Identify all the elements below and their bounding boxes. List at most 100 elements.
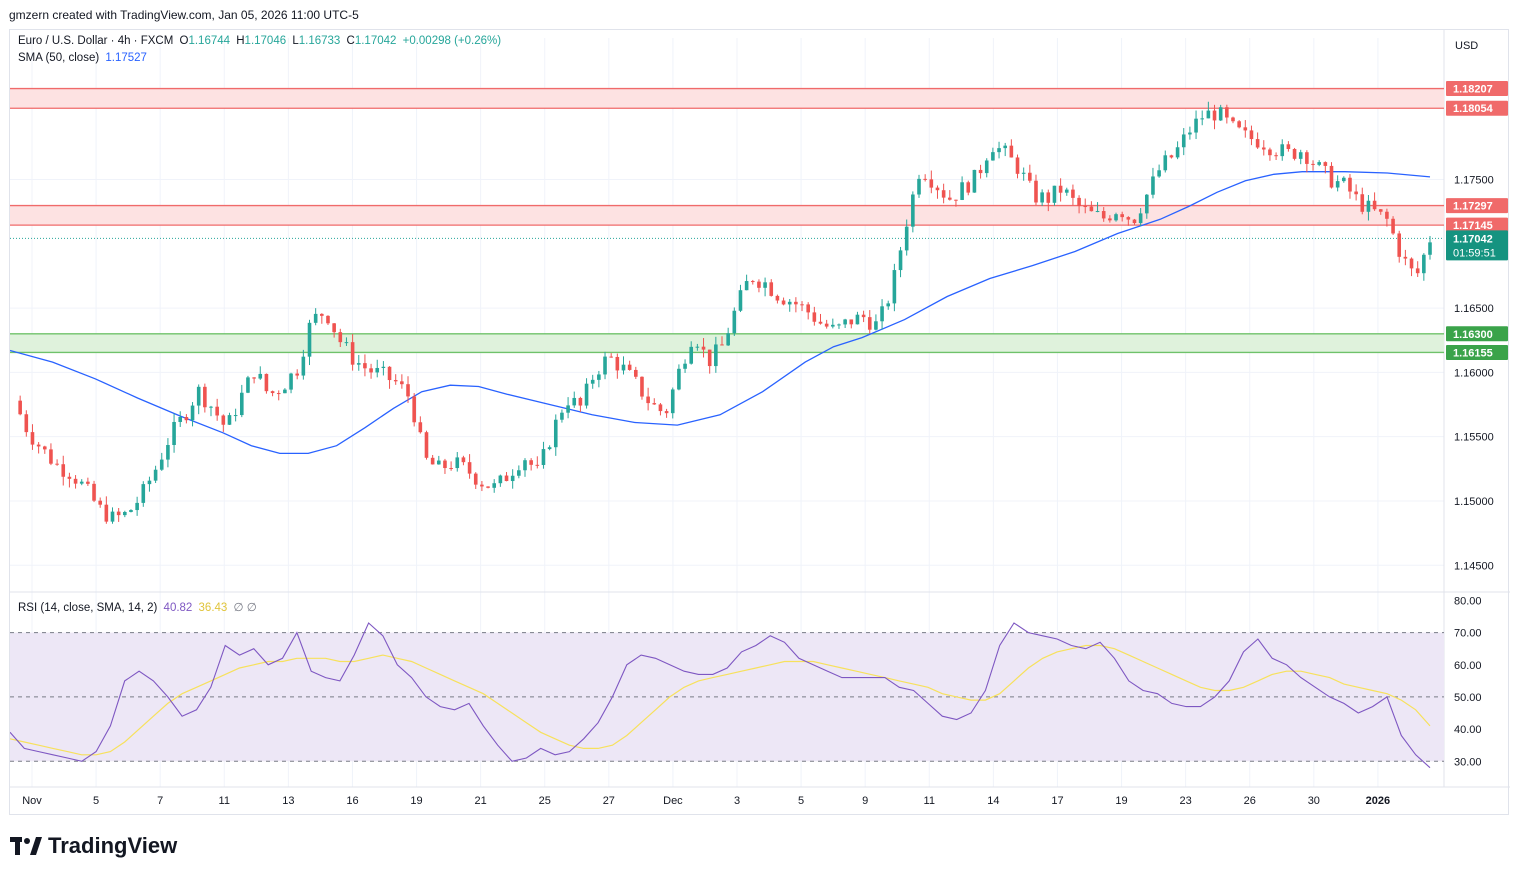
tradingview-logo[interactable]: TradingView xyxy=(10,833,177,859)
candle-body xyxy=(1188,132,1192,135)
candle-body xyxy=(486,486,490,488)
candle-body xyxy=(732,310,737,334)
candle-body xyxy=(1034,180,1038,203)
time-tick-label: 2026 xyxy=(1366,795,1390,807)
candle-body xyxy=(535,464,540,466)
candle-body xyxy=(1378,209,1383,212)
candle-body xyxy=(1372,200,1377,210)
time-tick-label: 27 xyxy=(603,795,615,807)
candle-body xyxy=(344,342,349,344)
candle-body xyxy=(301,356,306,376)
candle-body xyxy=(369,368,373,373)
candle-body xyxy=(966,182,971,193)
candle-body xyxy=(313,313,318,323)
resistance-top-tag: 1.17297 xyxy=(1453,201,1493,213)
candle-body xyxy=(1157,170,1161,177)
candle-body xyxy=(1101,211,1106,219)
candle-body xyxy=(1422,254,1426,274)
candle-body xyxy=(769,282,774,296)
candle-body xyxy=(307,322,312,357)
price-tick-label: 1.15500 xyxy=(1454,432,1494,444)
low-label: L xyxy=(292,35,299,47)
candle-body xyxy=(1403,256,1408,259)
high-label: H xyxy=(236,35,245,47)
candle-body xyxy=(584,383,589,406)
candle-body xyxy=(492,483,497,488)
candle-body xyxy=(98,500,102,505)
candle-body xyxy=(1151,176,1155,195)
candle-body xyxy=(1181,134,1186,148)
candle-body xyxy=(1009,145,1014,158)
candle-body xyxy=(707,349,712,367)
candle-body xyxy=(917,178,921,195)
rsi-label[interactable]: RSI (14, close, SMA, 14, 2) xyxy=(18,602,158,614)
candle-body xyxy=(861,314,866,318)
candle-body xyxy=(1255,139,1260,148)
candle-body xyxy=(258,373,263,379)
time-tick-label: 23 xyxy=(1180,795,1192,807)
candle-body xyxy=(1311,163,1315,165)
candle-body xyxy=(1348,177,1352,192)
candle-body xyxy=(553,419,558,448)
candle-body xyxy=(1071,189,1075,198)
candle-body xyxy=(1249,130,1254,140)
change-value: +0.00298 (+0.26%) xyxy=(402,35,502,47)
candle-body xyxy=(276,393,281,395)
resistance-bottom-tag-bg xyxy=(1446,100,1508,116)
resistance-zone xyxy=(10,205,1444,226)
candle-body xyxy=(997,148,1001,153)
candle-body xyxy=(664,411,669,414)
candle-body xyxy=(36,444,41,447)
candle-body xyxy=(529,460,533,465)
candle-body xyxy=(806,304,810,313)
candle-body xyxy=(449,468,453,470)
candle-body xyxy=(504,475,509,482)
time-tick-label: 30 xyxy=(1308,795,1320,807)
sma-label[interactable]: SMA (50, close) xyxy=(18,52,100,64)
candle-body xyxy=(738,290,743,311)
candle-body xyxy=(430,457,435,465)
symbol-name[interactable]: Euro / U.S. Dollar · 4h · FXCM xyxy=(18,35,174,47)
candle-body xyxy=(363,363,367,369)
candle-body xyxy=(172,421,176,446)
chart-canvas[interactable]: 1.14500 1.15000 1.15500 1.16000 1.16500 1.175… xyxy=(10,30,1510,816)
candle-body xyxy=(898,250,903,271)
support-bottom-tag-bg xyxy=(1446,344,1508,360)
candle-body xyxy=(1391,218,1395,234)
candle-body xyxy=(49,449,53,464)
candle-body xyxy=(320,313,324,316)
candle-body xyxy=(30,432,35,445)
candle-body xyxy=(1212,110,1217,121)
candle-body xyxy=(781,300,786,305)
rsi-extra: ∅ ∅ xyxy=(233,602,257,614)
rsi-tick-label: 50.00 xyxy=(1454,692,1482,704)
support-top-tag: 1.16300 xyxy=(1453,329,1493,341)
candle-body xyxy=(695,346,700,348)
candle-body xyxy=(627,364,632,370)
candle-body xyxy=(1243,127,1248,131)
high-value: 1.17046 xyxy=(244,35,287,47)
chart-frame[interactable]: 1.14500 1.15000 1.15500 1.16000 1.16500 1.175… xyxy=(9,29,1510,816)
candle-body xyxy=(763,282,767,288)
candle-body xyxy=(1218,107,1223,121)
candle-body xyxy=(855,314,860,325)
candle-body xyxy=(867,317,872,330)
time-tick-label: 11 xyxy=(924,795,935,807)
candle-body xyxy=(79,481,84,484)
candle-body xyxy=(1163,155,1168,171)
candle-body xyxy=(295,373,299,376)
candle-body xyxy=(1169,155,1174,158)
candle-body xyxy=(683,363,687,369)
candle-body xyxy=(1428,242,1432,255)
candle-body xyxy=(1120,214,1124,218)
candle-body xyxy=(566,405,570,413)
candle-body xyxy=(461,457,466,463)
candle-body xyxy=(880,306,884,322)
candle-body xyxy=(332,323,336,333)
candle-body xyxy=(1292,148,1297,159)
candle-body xyxy=(1206,110,1211,119)
candle-body xyxy=(473,473,478,485)
time-tick-label: 25 xyxy=(539,795,551,807)
candle-body xyxy=(800,304,804,306)
candle-body xyxy=(1335,181,1340,188)
